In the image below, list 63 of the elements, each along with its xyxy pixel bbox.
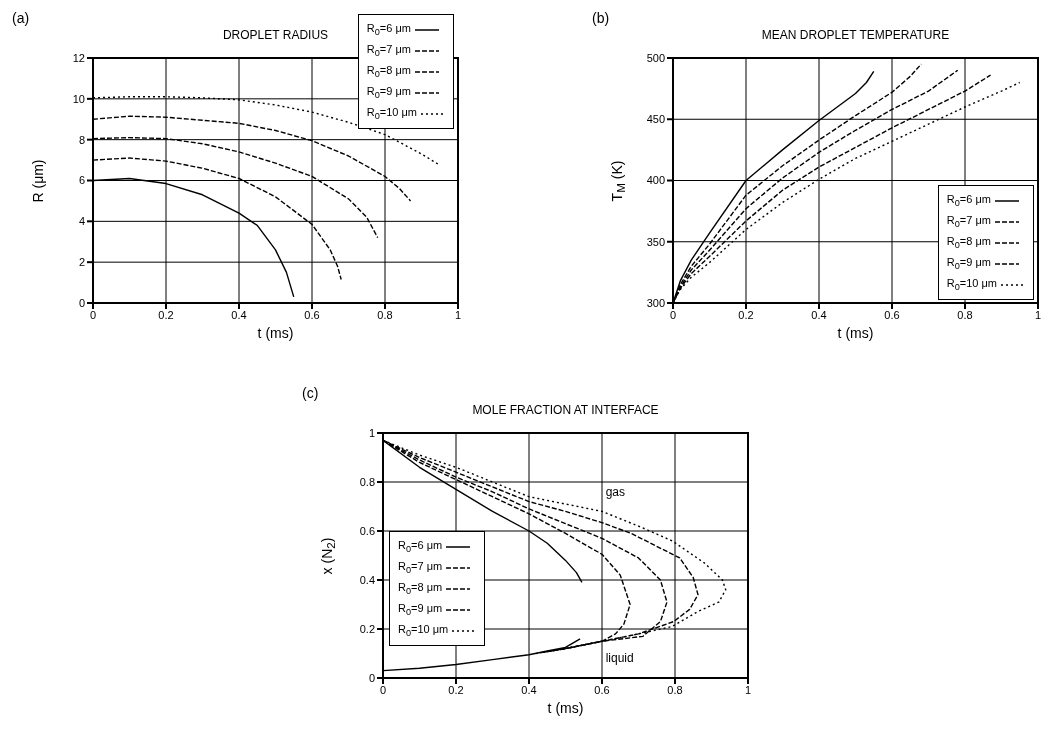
x-tick-label: 0.6 bbox=[304, 308, 320, 321]
legend-label: R$_{0}$=6 μm bbox=[946, 192, 991, 209]
x-tick-label: 0.2 bbox=[158, 308, 174, 321]
legend-label: R$_{0}$=7 μm bbox=[398, 559, 443, 576]
x-axis-title: t (ms) bbox=[836, 325, 875, 341]
legend-label: R$_{0}$=8 μm bbox=[946, 234, 991, 251]
x-tick-label: 0.4 bbox=[231, 308, 247, 321]
chart-title: DROPLET RADIUS bbox=[222, 28, 329, 42]
y-tick-label: 0.2 bbox=[359, 622, 375, 635]
x-tick-label: 0.4 bbox=[811, 308, 827, 321]
annotation: gas bbox=[605, 483, 625, 500]
x-axis-title: t (ms) bbox=[256, 325, 295, 341]
y-tick-label: 12 bbox=[72, 51, 85, 64]
x-tick-label: 0.6 bbox=[594, 683, 610, 696]
x-tick-label: 0.6 bbox=[884, 308, 900, 321]
y-axis-title: R (μm) bbox=[30, 158, 46, 203]
x-tick-label: 0.8 bbox=[377, 308, 393, 321]
chart-title: MEAN DROPLET TEMPERATURE bbox=[760, 28, 951, 42]
legend-label: R$_{0}$=8 μm bbox=[366, 63, 411, 80]
y-tick-label: 500 bbox=[646, 51, 665, 64]
x-tick-label: 1 bbox=[1034, 308, 1042, 321]
legend-label: R$_{0}$=9 μm bbox=[366, 84, 411, 101]
x-tick-label: 0.4 bbox=[521, 683, 537, 696]
text: (b) bbox=[592, 10, 610, 26]
legend-label: R$_{0}$=7 μm bbox=[366, 42, 411, 59]
y-tick-label: 0 bbox=[368, 671, 375, 684]
x-axis-title: t (ms) bbox=[546, 700, 585, 716]
legend-label: R$_{0}$=10 μm bbox=[398, 622, 449, 639]
y-tick-label: 0.6 bbox=[359, 524, 375, 537]
annotation: liquid bbox=[605, 650, 634, 667]
chart-title: MOLE FRACTION AT INTERFACE bbox=[471, 403, 660, 417]
legend-label: R$_{0}$=6 μm bbox=[366, 21, 411, 38]
y-tick-label: 10 bbox=[72, 92, 85, 105]
x-tick-label: 0.8 bbox=[957, 308, 973, 321]
legend-label: R$_{0}$=10 μm bbox=[946, 276, 997, 293]
x-tick-label: 0.8 bbox=[667, 683, 683, 696]
text: (a) bbox=[12, 10, 30, 26]
x-tick-label: 0.2 bbox=[738, 308, 754, 321]
y-tick-label: 8 bbox=[78, 133, 85, 146]
y-tick-label: 6 bbox=[78, 174, 85, 187]
legend-label: R$_{0}$=9 μm bbox=[946, 255, 991, 272]
y-tick-label: 400 bbox=[646, 174, 665, 187]
y-tick-label: 1 bbox=[368, 426, 375, 439]
text: (c) bbox=[302, 385, 319, 401]
y-tick-label: 450 bbox=[646, 113, 665, 126]
y-tick-label: 2 bbox=[78, 256, 85, 269]
x-tick-label: 0 bbox=[379, 683, 387, 696]
y-tick-label: 0.4 bbox=[359, 573, 375, 586]
legend-label: R$_{0}$=9 μm bbox=[398, 601, 443, 618]
legend-label: R$_{0}$=8 μm bbox=[398, 580, 443, 597]
x-tick-label: 0 bbox=[669, 308, 677, 321]
x-tick-label: 1 bbox=[454, 308, 462, 321]
x-tick-label: 1 bbox=[744, 683, 752, 696]
y-tick-label: 300 bbox=[646, 296, 665, 309]
y-tick-label: 0 bbox=[78, 296, 85, 309]
y-tick-label: 4 bbox=[78, 215, 85, 228]
x-tick-label: 0.2 bbox=[448, 683, 464, 696]
legend-label: R$_{0}$=7 μm bbox=[946, 213, 991, 230]
y-tick-label: 350 bbox=[646, 235, 665, 248]
y-tick-label: 0.8 bbox=[359, 475, 375, 488]
x-tick-label: 0 bbox=[89, 308, 97, 321]
legend-label: R$_{0}$=6 μm bbox=[398, 538, 443, 555]
legend-label: R$_{0}$=10 μm bbox=[366, 105, 417, 122]
